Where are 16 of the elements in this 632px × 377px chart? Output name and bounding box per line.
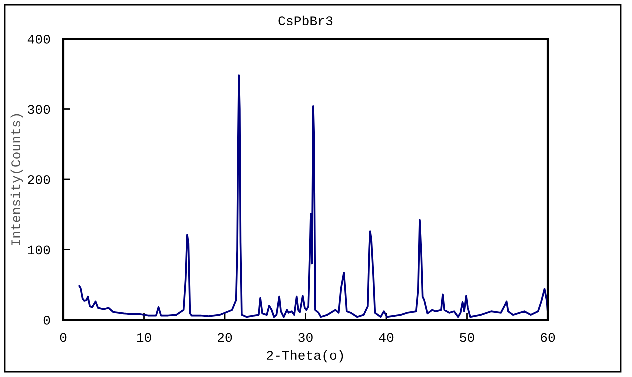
y-tick-label: 0 <box>44 316 50 325</box>
x-tick-label: 0 <box>60 333 67 342</box>
line-series <box>78 74 548 318</box>
y-tick-label: 400 <box>28 34 50 44</box>
x-tick-label: 30 <box>298 333 313 342</box>
chart-title: CsPbBr3 <box>278 16 333 26</box>
x-tick-label: 50 <box>460 333 474 342</box>
y-tick-label: 100 <box>28 246 50 255</box>
y-axis-title: Intensity(Counts) <box>10 114 24 246</box>
y-tick-label: 300 <box>28 105 50 114</box>
x-axis-title: 2-Theta(o) <box>267 350 344 363</box>
x-tick-label: 20 <box>218 333 232 342</box>
x-tick-label: 10 <box>137 333 152 342</box>
x-tick-label: 60 <box>541 333 556 342</box>
x-tick-label: 40 <box>379 333 394 342</box>
y-tick-label: 200 <box>28 175 50 184</box>
